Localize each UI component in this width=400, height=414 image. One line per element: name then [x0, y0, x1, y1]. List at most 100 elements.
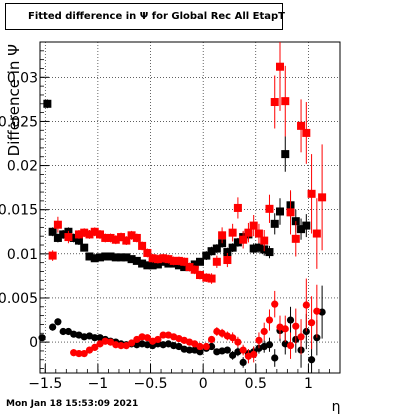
data-point-square	[297, 121, 306, 130]
data-point-square	[80, 228, 89, 237]
data-point-square	[239, 235, 248, 244]
y-tick-label: 0.025	[0, 114, 38, 130]
data-point-circle	[239, 358, 247, 367]
data-point-square	[307, 189, 316, 198]
data-point-circle	[117, 342, 125, 350]
data-point-square	[291, 234, 300, 243]
y-tick-label: 0.005	[0, 291, 38, 307]
data-point-square	[223, 256, 232, 265]
data-point-square	[64, 233, 73, 242]
data-point-square	[312, 229, 321, 238]
data-point-square	[153, 260, 162, 269]
data-point-square	[207, 247, 216, 256]
data-point-square	[270, 219, 279, 228]
data-point-circle	[80, 349, 88, 358]
data-point-circle	[286, 342, 295, 350]
data-point-square	[48, 227, 57, 236]
data-point-square	[249, 221, 258, 230]
data-point-circle	[223, 346, 231, 354]
x-tick-label: 1	[304, 376, 313, 392]
data-point-circle	[302, 301, 310, 309]
data-point-square	[132, 233, 141, 242]
data-point-circle	[207, 342, 216, 351]
data-point-square	[223, 248, 232, 257]
data-point-square	[122, 236, 131, 245]
data-point-square	[153, 255, 162, 264]
data-point-circle	[271, 354, 279, 362]
data-point-square	[148, 254, 157, 263]
series-1	[48, 42, 327, 284]
data-point-square	[233, 203, 242, 212]
data-point-square	[265, 204, 274, 213]
data-point-square	[185, 263, 194, 272]
data-point-square	[122, 253, 131, 262]
timestamp-footer: Mon Jan 18 15:53:09 2021	[6, 399, 139, 409]
data-point-square	[143, 248, 152, 257]
y-tick-label: 0	[29, 335, 38, 351]
data-point-circle	[154, 335, 162, 344]
data-point-circle	[292, 322, 300, 330]
data-point-circle	[49, 323, 57, 331]
x-tick-label: 0	[199, 376, 208, 392]
y-tick-label: 0.015	[0, 203, 38, 219]
data-point-square	[302, 128, 311, 137]
data-point-circle	[159, 331, 167, 339]
data-point-square	[164, 255, 173, 264]
plot-frame	[39, 41, 341, 374]
data-point-square	[96, 230, 104, 239]
data-point-square	[276, 207, 284, 216]
data-point-circle	[91, 343, 99, 352]
data-point-square	[249, 244, 258, 253]
data-point-circle	[297, 333, 305, 341]
data-point-square	[85, 252, 94, 261]
data-point-square	[90, 254, 99, 263]
data-point-square	[74, 236, 83, 245]
data-point-square	[228, 228, 237, 237]
data-point-circle	[143, 334, 151, 342]
data-point-circle	[265, 316, 274, 324]
data-point-square	[106, 252, 115, 261]
data-point-circle	[91, 334, 99, 342]
data-point-square	[43, 99, 52, 108]
grid	[40, 42, 340, 373]
data-point-circle	[38, 334, 46, 342]
y-tick-label: 0.03	[7, 70, 38, 86]
data-point-circle	[127, 339, 136, 347]
x-tick-label: 0.5	[245, 376, 267, 392]
y-tick-label: 0.02	[7, 159, 38, 175]
data-point-circle	[250, 350, 258, 359]
data-point-square	[69, 233, 78, 242]
data-point-square	[74, 230, 83, 239]
x-tick-label: −1	[88, 376, 109, 392]
data-point-square	[159, 254, 168, 263]
data-point-square	[260, 236, 269, 245]
data-point-square	[265, 248, 274, 257]
data-point-circle	[234, 338, 242, 346]
data-point-circle	[307, 319, 316, 327]
data-point-circle	[286, 316, 295, 324]
data-point-square	[174, 256, 183, 265]
data-point-square	[254, 243, 263, 252]
data-point-square	[53, 220, 62, 229]
x-tick-label: −0.5	[134, 376, 168, 392]
series-layer	[38, 42, 327, 373]
data-point-square	[148, 261, 157, 270]
data-point-square	[138, 241, 147, 250]
data-point-square	[281, 97, 290, 106]
data-point-square	[90, 227, 99, 236]
data-point-square	[132, 256, 141, 265]
data-point-square	[80, 243, 89, 252]
data-point-square	[48, 251, 57, 260]
data-point-square	[53, 233, 62, 242]
data-point-circle	[255, 336, 263, 344]
data-point-square	[127, 231, 136, 240]
x-tick-label: −1.5	[28, 376, 62, 392]
data-point-square	[286, 208, 295, 217]
data-point-square	[111, 235, 120, 244]
data-point-square	[318, 193, 327, 202]
data-point-square	[281, 150, 290, 159]
data-point-circle	[239, 346, 247, 354]
data-point-square	[101, 252, 110, 261]
data-point-square	[96, 253, 104, 262]
data-point-square	[254, 229, 263, 238]
